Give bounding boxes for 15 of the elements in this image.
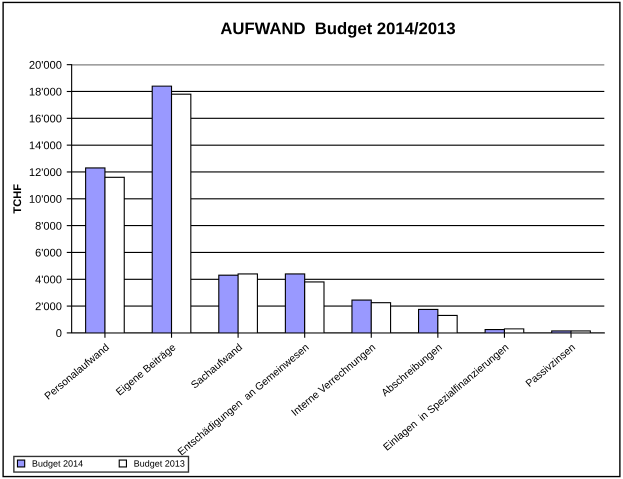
y-tick-label: 20'000 <box>29 60 62 69</box>
y-tick-label: 14'000 <box>30 141 62 150</box>
y-tick-label: 6'000 <box>36 248 62 257</box>
y-tick-label: 4'000 <box>35 276 62 284</box>
y-axis-title: TCHF <box>13 184 22 214</box>
chart-title: AUFWAND Budget 2014/2013 <box>220 22 456 38</box>
legend-label: Budget 2013 <box>134 460 184 468</box>
y-tick-label: 18'000 <box>30 88 62 96</box>
y-tick-label: 12'000 <box>30 168 62 176</box>
y-tick-label: 2'000 <box>36 302 62 310</box>
legend-label: Budget 2014 <box>32 460 83 468</box>
y-tick-label: 10'000 <box>30 195 62 203</box>
y-tick-label: 16'000 <box>30 114 62 122</box>
y-tick-label: 8'000 <box>36 222 62 230</box>
y-tick-label: 0 <box>56 329 62 338</box>
